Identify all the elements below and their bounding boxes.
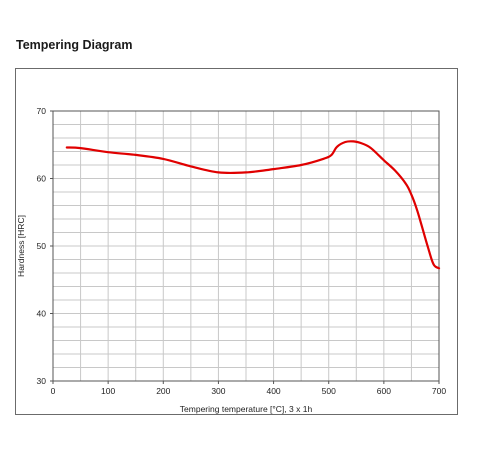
x-tick-label: 0 (51, 386, 56, 396)
x-tick-label: 300 (211, 386, 225, 396)
hardness-series (65, 140, 441, 270)
x-tick-label: 100 (101, 386, 115, 396)
x-tick-label: 400 (266, 386, 280, 396)
x-axis-label: Tempering temperature [°C], 3 x 1h (180, 404, 313, 414)
y-tick-label: 70 (37, 106, 47, 116)
hardness-line (65, 140, 441, 270)
y-axis-ticks: 30 40 50 60 70 (37, 106, 53, 386)
page-title: Tempering Diagram (16, 38, 133, 52)
x-tick-label: 600 (377, 386, 391, 396)
x-axis-ticks: 0 100 200 300 400 500 600 700 (51, 381, 446, 396)
y-tick-label: 60 (37, 174, 47, 184)
x-tick-label: 200 (156, 386, 170, 396)
y-tick-label: 30 (37, 376, 47, 386)
y-axis-label: Hardness [HRC] (16, 215, 26, 277)
x-tick-label: 700 (432, 386, 446, 396)
x-tick-label: 500 (322, 386, 336, 396)
y-tick-label: 40 (37, 309, 47, 319)
y-tick-label: 50 (37, 241, 47, 251)
